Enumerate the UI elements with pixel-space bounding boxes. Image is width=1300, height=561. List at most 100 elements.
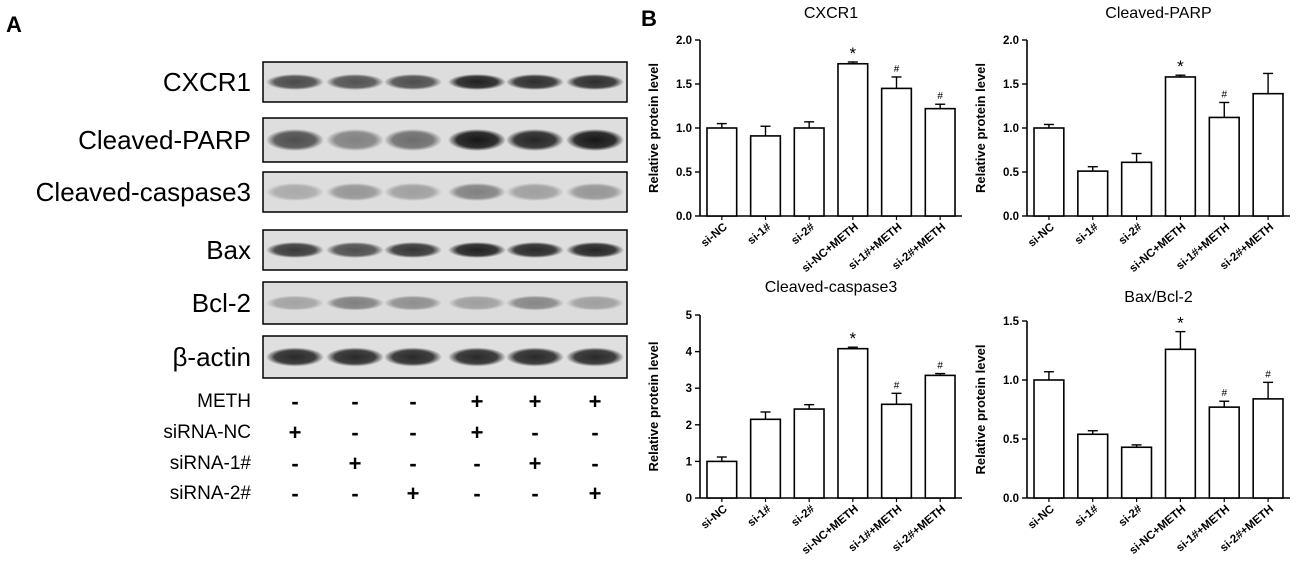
significance-star: * bbox=[850, 329, 857, 348]
minus-sign: - bbox=[473, 481, 480, 506]
blot-band bbox=[506, 183, 564, 201]
x-tick-label: si-2# bbox=[789, 503, 817, 529]
significance-hash: # bbox=[894, 380, 900, 391]
bar bbox=[880, 87, 913, 217]
y-tick-label: 4 bbox=[686, 347, 693, 359]
plus-sign: + bbox=[529, 389, 542, 414]
blot-band bbox=[266, 74, 324, 90]
chart-title: Cleaved-PARP bbox=[1105, 5, 1211, 22]
minus-sign: - bbox=[291, 451, 298, 476]
western-blot-panel: CXCR1 Cleaved-PARP Cleaved-caspase3 Bax Bcl-… bbox=[36, 61, 628, 379]
minus-sign: - bbox=[409, 389, 416, 414]
bar bbox=[706, 460, 738, 499]
bar-chart-2: Cleaved-PARP Relative protein level 0.0 0.5… bbox=[973, 5, 1290, 275]
minus-sign: - bbox=[291, 481, 298, 506]
y-tick-label: 2 bbox=[686, 420, 692, 432]
plus-sign: + bbox=[529, 451, 542, 476]
bar bbox=[924, 107, 956, 217]
x-tick-label: si-1# bbox=[746, 221, 774, 247]
chart-title: Bax/Bcl-2 bbox=[1124, 289, 1193, 306]
x-tick-label: si-NC bbox=[699, 221, 730, 249]
blot-row-label: Cleaved-PARP bbox=[78, 125, 251, 155]
y-tick-label: 1.0 bbox=[1003, 375, 1019, 387]
significance-star: * bbox=[1177, 57, 1184, 76]
blot-row-label: Bcl-2 bbox=[192, 288, 251, 318]
blot-band bbox=[566, 183, 624, 201]
bar bbox=[1164, 348, 1197, 499]
bar bbox=[837, 347, 869, 499]
blot-band bbox=[506, 74, 564, 90]
x-tick-label: si-2# bbox=[1117, 221, 1145, 247]
significance-hash: # bbox=[937, 361, 943, 372]
bar bbox=[1208, 406, 1240, 499]
blot-band bbox=[384, 242, 442, 258]
x-tick-label: si-NC bbox=[1026, 221, 1057, 249]
blot-band bbox=[326, 295, 384, 311]
minus-sign: - bbox=[473, 451, 480, 476]
y-tick-label: 0.5 bbox=[676, 167, 693, 179]
blot-band bbox=[266, 347, 324, 367]
y-tick-label: 0.5 bbox=[1003, 434, 1020, 446]
panel-label-b: B bbox=[641, 6, 657, 31]
blot-band bbox=[384, 74, 442, 90]
y-tick-label: 1.5 bbox=[1003, 316, 1020, 328]
y-tick-label: 0.0 bbox=[676, 211, 692, 223]
bar bbox=[837, 62, 869, 217]
bar bbox=[749, 135, 782, 217]
blot-band bbox=[326, 129, 384, 151]
bar bbox=[1252, 92, 1284, 217]
x-tick-label: si-1# bbox=[1073, 221, 1101, 247]
y-tick-label: 1 bbox=[686, 456, 693, 468]
treatment-label: siRNA-2# bbox=[170, 483, 252, 504]
bar-chart-1: CXCR1 Relative protein level 0.0 0.5 1.0 1.5 2… bbox=[646, 5, 962, 275]
x-tick-label: si-NC bbox=[1026, 503, 1057, 531]
plus-sign: + bbox=[289, 420, 302, 445]
plus-sign: + bbox=[471, 420, 484, 445]
blot-band bbox=[448, 295, 506, 311]
blot-band bbox=[326, 183, 384, 201]
blot-row-label: Cleaved-caspase3 bbox=[36, 177, 251, 207]
plus-sign: + bbox=[589, 481, 602, 506]
bar bbox=[1120, 446, 1153, 499]
bar bbox=[1164, 76, 1197, 217]
significance-hash: # bbox=[1221, 89, 1227, 100]
blot-band bbox=[506, 295, 564, 311]
y-tick-label: 2.0 bbox=[1003, 35, 1019, 47]
bar-chart-4: Bax/Bcl-2 Relative protein level 0.0 0.5 1.0… bbox=[973, 289, 1290, 557]
y-axis-label: Relative protein level bbox=[973, 344, 988, 474]
bar bbox=[1033, 127, 1065, 217]
bar bbox=[1077, 170, 1109, 217]
y-tick-label: 2.0 bbox=[676, 35, 692, 47]
plus-sign: + bbox=[349, 451, 362, 476]
blot-band bbox=[448, 242, 506, 258]
y-axis-label: Relative protein level bbox=[646, 341, 661, 471]
plus-sign: + bbox=[471, 389, 484, 414]
minus-sign: - bbox=[591, 451, 598, 476]
blot-band bbox=[266, 242, 324, 258]
significance-hash: # bbox=[1221, 388, 1227, 399]
minus-sign: - bbox=[351, 481, 358, 506]
blot-band bbox=[566, 295, 624, 311]
x-tick-label: si-NC bbox=[699, 503, 730, 531]
treatment-label: siRNA-1# bbox=[170, 453, 252, 474]
significance-star: * bbox=[1177, 314, 1184, 333]
blot-row-label: Bax bbox=[206, 235, 251, 265]
blot-band bbox=[506, 129, 564, 151]
blot-band bbox=[266, 295, 324, 311]
treatment-table: METH - - - + + + siRNA-NC + - - + - - siRNA-1# - + - - + - si… bbox=[163, 389, 601, 506]
bar bbox=[1252, 398, 1284, 499]
minus-sign: - bbox=[291, 389, 298, 414]
blot-band bbox=[448, 183, 506, 201]
blot-band bbox=[448, 347, 506, 367]
y-tick-label: 0.5 bbox=[1003, 167, 1020, 179]
bar bbox=[924, 374, 956, 499]
minus-sign: - bbox=[409, 451, 416, 476]
blot-band bbox=[266, 183, 324, 201]
y-axis-label: Relative protein level bbox=[646, 63, 661, 193]
y-tick-label: 0.0 bbox=[1003, 211, 1019, 223]
blot-band bbox=[384, 129, 442, 151]
bar bbox=[880, 403, 913, 499]
x-tick-label: si-1# bbox=[1073, 503, 1101, 529]
minus-sign: - bbox=[409, 420, 416, 445]
